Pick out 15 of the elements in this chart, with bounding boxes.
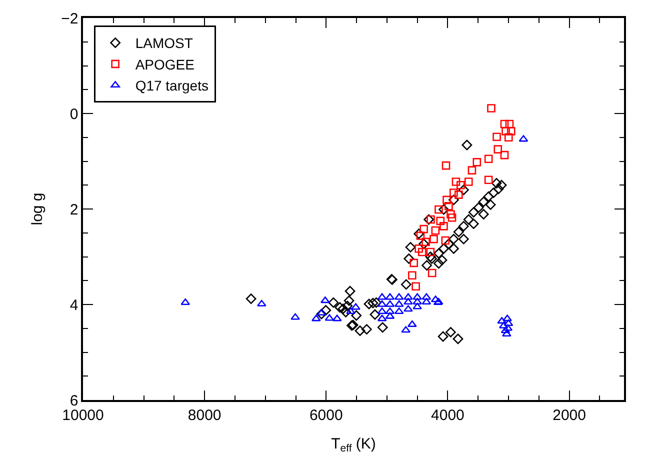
x-axis-title: T$_{eff}$ (K) <box>331 435 376 454</box>
legend-label: Q17 targets <box>135 78 208 94</box>
x-tick-label: 8000 <box>188 406 222 424</box>
y-tick-label: 4 <box>70 296 78 314</box>
y-tick-label: 6 <box>70 392 78 410</box>
x-tick-label: 2000 <box>552 406 586 424</box>
y-axis-title: log g <box>28 192 46 226</box>
legend-label: APOGEE <box>135 56 194 72</box>
x-tick-label: 6000 <box>309 406 343 424</box>
y-tick-label: 0 <box>70 106 78 123</box>
y-tick-label: 2 <box>70 201 78 218</box>
x-tick-label: 10000 <box>62 406 104 424</box>
legend-label: LAMOST <box>135 35 194 52</box>
x-tick-label: 4000 <box>431 406 464 424</box>
y-tick-label: −2 <box>61 10 78 28</box>
